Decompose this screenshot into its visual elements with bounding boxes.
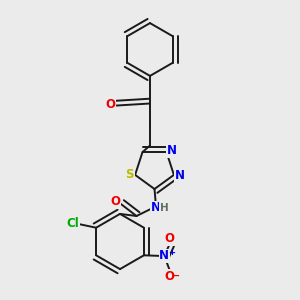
Text: O: O: [110, 195, 121, 208]
Text: H: H: [160, 202, 169, 213]
Text: N: N: [159, 249, 169, 262]
Text: O: O: [105, 98, 115, 112]
Text: N: N: [167, 144, 177, 157]
Text: Cl: Cl: [67, 217, 80, 230]
Text: O: O: [165, 232, 175, 245]
Text: S: S: [125, 168, 134, 181]
Text: −: −: [172, 271, 180, 281]
Text: N: N: [151, 201, 161, 214]
Text: +: +: [169, 248, 176, 257]
Text: O: O: [165, 270, 175, 283]
Text: N: N: [175, 169, 185, 182]
